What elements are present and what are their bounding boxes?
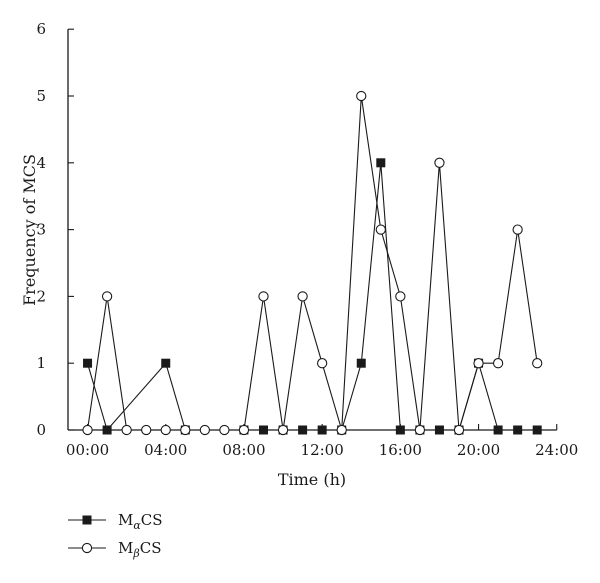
data-point-circle <box>434 157 445 168</box>
y-axis-title: Frequency of MCS <box>20 154 39 306</box>
series-2 <box>82 90 543 436</box>
data-point-square <box>532 425 542 435</box>
x-tick-label: 12:00 <box>301 441 344 459</box>
x-tick-label: 00:00 <box>66 441 109 459</box>
legend-label: MαCS <box>118 511 163 532</box>
data-point-circle <box>219 424 230 436</box>
data-point-circle <box>141 424 152 436</box>
x-tick-label: 16:00 <box>379 441 422 459</box>
data-point-square <box>102 425 112 435</box>
data-point-circle <box>512 224 523 235</box>
y-tick-label: 2 <box>36 287 46 305</box>
data-point-circle <box>199 424 210 436</box>
data-point-square <box>434 425 444 435</box>
data-point-circle <box>82 424 93 436</box>
data-point-circle <box>473 358 484 369</box>
data-point-circle <box>316 358 328 369</box>
y-tick-label: 0 <box>36 421 46 439</box>
data-point-circle <box>375 224 386 235</box>
data-point-circle <box>336 424 347 436</box>
data-point-circle <box>101 291 113 302</box>
data-point-circle <box>453 424 465 436</box>
y-tick-label: 4 <box>36 154 46 172</box>
data-point-circle <box>414 424 426 436</box>
y-tick-label: 6 <box>36 20 46 38</box>
series-line <box>86 95 538 431</box>
legend: MαCS MβCS <box>68 511 163 560</box>
series-1 <box>83 158 542 435</box>
data-point-square <box>298 425 308 435</box>
legend-label: MβCS <box>118 539 161 560</box>
data-point-square <box>356 358 366 368</box>
y-tick-label: 3 <box>36 221 46 239</box>
axes <box>67 29 557 431</box>
x-tick-label: 20:00 <box>457 441 500 459</box>
x-tick-label: 08:00 <box>222 441 265 459</box>
data-point-circle <box>160 424 171 436</box>
legend-item: MαCS <box>68 511 163 532</box>
data-point-square <box>259 425 268 435</box>
legend-square-marker <box>82 515 92 525</box>
data-point-circle <box>180 424 191 436</box>
data-point-circle <box>356 90 367 102</box>
ticks: 0 1 2 3 4 5 6 00:00 04:00 08:00 12:00 16:00 20:00 24:… <box>36 20 578 459</box>
data-point-square <box>513 425 523 435</box>
legend-circle-marker <box>81 542 93 554</box>
y-tick-label: 5 <box>36 87 46 105</box>
data-point-circle <box>238 424 250 436</box>
data-point-square <box>83 358 93 368</box>
data-point-square <box>493 425 503 435</box>
data-point-square <box>395 425 405 435</box>
data-point-circle <box>121 424 132 436</box>
legend-item: MβCS <box>68 539 161 560</box>
data-point-circle <box>492 358 504 369</box>
x-tick-label: 04:00 <box>144 441 187 459</box>
data-point-circle <box>297 291 308 302</box>
x-axis-title: Time (h) <box>278 470 346 489</box>
x-tick-label: 24:00 <box>535 441 578 459</box>
data-point-circle <box>395 291 406 302</box>
series-line <box>86 162 538 432</box>
data-point-circle <box>258 291 269 302</box>
data-point-circle <box>277 424 289 436</box>
data-point-square <box>161 358 171 368</box>
data-point-square <box>376 158 386 168</box>
data-point-circle <box>532 358 543 369</box>
y-tick-label: 1 <box>36 354 46 372</box>
series <box>82 90 543 436</box>
data-point-square <box>317 425 327 435</box>
